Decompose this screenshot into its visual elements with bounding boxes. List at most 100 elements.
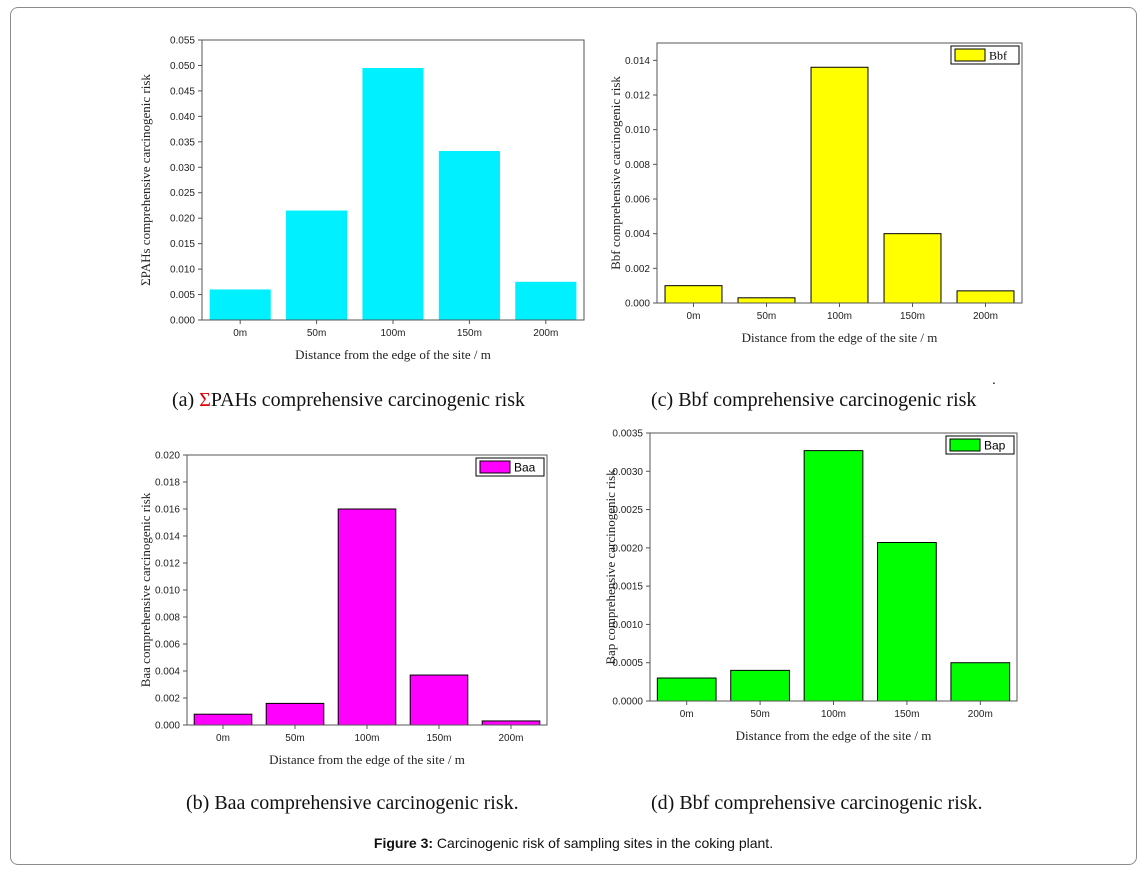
- stray-dot: .: [992, 371, 996, 387]
- ytick-label-a: 0.015: [170, 239, 195, 250]
- legend-swatch-b: [479, 460, 511, 474]
- ytick-label-d: 0.0020: [612, 543, 643, 554]
- bar-b-200m: [481, 720, 541, 726]
- xtick-label-a: 0m: [233, 328, 247, 339]
- bar-a-200m: [515, 281, 577, 320]
- ytick-label-b: 0.018: [155, 478, 180, 489]
- ytick-label-b: 0.010: [155, 586, 180, 597]
- ytick-label-a: 0.010: [170, 265, 195, 276]
- ylabel-d: Bap comprehensive carcinogenic risk: [603, 469, 618, 665]
- bar-d-150m: [877, 541, 937, 702]
- legend-swatch-c: [954, 48, 986, 62]
- ytick-label-c: 0.010: [625, 125, 650, 136]
- ytick-label-a: 0.020: [170, 214, 195, 225]
- ytick-label-d: 0.0025: [612, 505, 643, 516]
- xtick-label-d: 200m: [968, 709, 993, 720]
- figure-caption-text: Carcinogenic risk of sampling sites in t…: [433, 835, 774, 851]
- chart-c: 0.000 0.002 0.004 0.006 0.008 0.010 0.012 0.014…: [608, 42, 1023, 345]
- chart-a: 0.000 0.005 0.010 0.015 0.020 0.025 0.030 0.035…: [138, 36, 585, 362]
- bar-a-100m: [362, 68, 424, 320]
- xtick-label-d: 100m: [821, 709, 846, 720]
- ytick-label-b: 0.008: [155, 613, 180, 624]
- ytick-label-a: 0.045: [170, 86, 195, 97]
- xlabel-b: Distance from the edge of the site / m: [269, 752, 465, 767]
- ytick-label-a: 0.050: [170, 61, 195, 72]
- xtick-label-a: 50m: [307, 328, 326, 339]
- bar-c-200m: [956, 290, 1015, 304]
- xtick-label-a: 100m: [380, 328, 405, 339]
- bar-a-0m: [209, 289, 271, 320]
- caption-c: (c) Bbf comprehensive carcinogenic risk: [651, 389, 977, 411]
- xtick-label-d: 50m: [750, 709, 769, 720]
- ytick-label-b: 0.014: [155, 532, 180, 543]
- ytick-label-b: 0.016: [155, 505, 180, 516]
- bar-c-0m: [664, 285, 723, 304]
- ytick-label-a: 0.035: [170, 137, 195, 148]
- ylabel-c: Bbf comprehensive carcinogenic risk: [608, 76, 623, 270]
- bar-b-100m: [337, 508, 397, 726]
- figure-caption: Figure 3: Carcinogenic risk of sampling …: [0, 835, 1147, 851]
- ytick-label-d: 0.0010: [612, 620, 643, 631]
- bar-c-50m: [737, 297, 796, 304]
- ytick-label-d: 0.0005: [612, 658, 643, 669]
- ytick-label-c: 0.006: [625, 195, 650, 206]
- ylabel-a: ΣPAHs comprehensive carcinogenic risk: [138, 74, 153, 286]
- ytick-label-c: 0.012: [625, 91, 650, 102]
- bar-b-50m: [265, 702, 325, 726]
- legend-label-c: Bbf: [989, 49, 1007, 63]
- bar-b-150m: [409, 674, 469, 726]
- bar-a-150m: [438, 150, 500, 320]
- bar-c-100m: [810, 66, 869, 304]
- bar-a-50m: [286, 210, 348, 320]
- caption-b: (b) Baa comprehensive carcinogenic risk.: [186, 792, 519, 814]
- xlabel-a: Distance from the edge of the site / m: [295, 347, 491, 362]
- ytick-label-a: 0.055: [170, 36, 195, 47]
- ytick-label-b: 0.020: [155, 451, 180, 462]
- ytick-label-c: 0.002: [625, 264, 650, 275]
- ytick-label-a: 0.000: [170, 316, 195, 327]
- xtick-label-b: 50m: [285, 733, 304, 744]
- xtick-label-b: 0m: [216, 733, 230, 744]
- xtick-label-c: 200m: [973, 311, 998, 322]
- ytick-label-c: 0.014: [625, 56, 650, 67]
- bar-c-150m: [883, 233, 942, 304]
- xtick-label-c: 0m: [687, 311, 701, 322]
- xtick-label-a: 150m: [457, 328, 482, 339]
- figure-frame: [10, 7, 1137, 865]
- ytick-label-b: 0.000: [155, 721, 180, 732]
- xtick-label-b: 200m: [498, 733, 523, 744]
- chart-d: 0.0000 0.0005 0.0010 0.0015 0.0020 0.0025 0.00…: [603, 429, 1018, 743]
- bar-b-0m: [193, 713, 253, 726]
- xtick-label-a: 200m: [533, 328, 558, 339]
- bar-d-100m: [803, 450, 864, 702]
- caption-a-sigma: Σ: [199, 389, 211, 411]
- ytick-label-d: 0.0000: [612, 697, 643, 708]
- legend-b: Baa: [475, 457, 545, 477]
- ytick-label-b: 0.006: [155, 640, 180, 651]
- xtick-label-d: 0m: [680, 709, 694, 720]
- legend-label-b: Baa: [514, 461, 536, 475]
- bar-d-50m: [730, 669, 790, 702]
- xlabel-c: Distance from the edge of the site / m: [742, 330, 938, 345]
- figure-caption-label: Figure 3:: [373, 835, 434, 851]
- legend-label-d: Bap: [984, 439, 1006, 453]
- ytick-label-d: 0.0030: [612, 467, 643, 478]
- ytick-label-b: 0.012: [155, 559, 180, 570]
- xtick-label-d: 150m: [894, 709, 919, 720]
- ytick-label-c: 0.008: [625, 160, 650, 171]
- xtick-label-b: 150m: [426, 733, 451, 744]
- ytick-label-b: 0.004: [155, 667, 180, 678]
- caption-a: (a) ΣPAHs comprehensive carcinogenic ris…: [172, 389, 526, 411]
- ytick-label-a: 0.030: [170, 163, 195, 174]
- ytick-label-c: 0.004: [625, 229, 650, 240]
- caption-d: (d) Bbf comprehensive carcinogenic risk.: [651, 792, 983, 814]
- xlabel-d: Distance from the edge of the site / m: [736, 728, 932, 743]
- chart-b: 0.000 0.002 0.004 0.006 0.008 0.010 0.012 0.014…: [138, 451, 548, 767]
- bar-d-0m: [656, 677, 717, 702]
- ytick-label-d: 0.0035: [612, 429, 643, 440]
- ylabel-b: Baa comprehensive carcinogenic risk: [138, 492, 153, 687]
- ytick-label-b: 0.002: [155, 694, 180, 705]
- xtick-label-c: 50m: [757, 311, 776, 322]
- ytick-label-d: 0.0015: [612, 582, 643, 593]
- ytick-label-a: 0.040: [170, 112, 195, 123]
